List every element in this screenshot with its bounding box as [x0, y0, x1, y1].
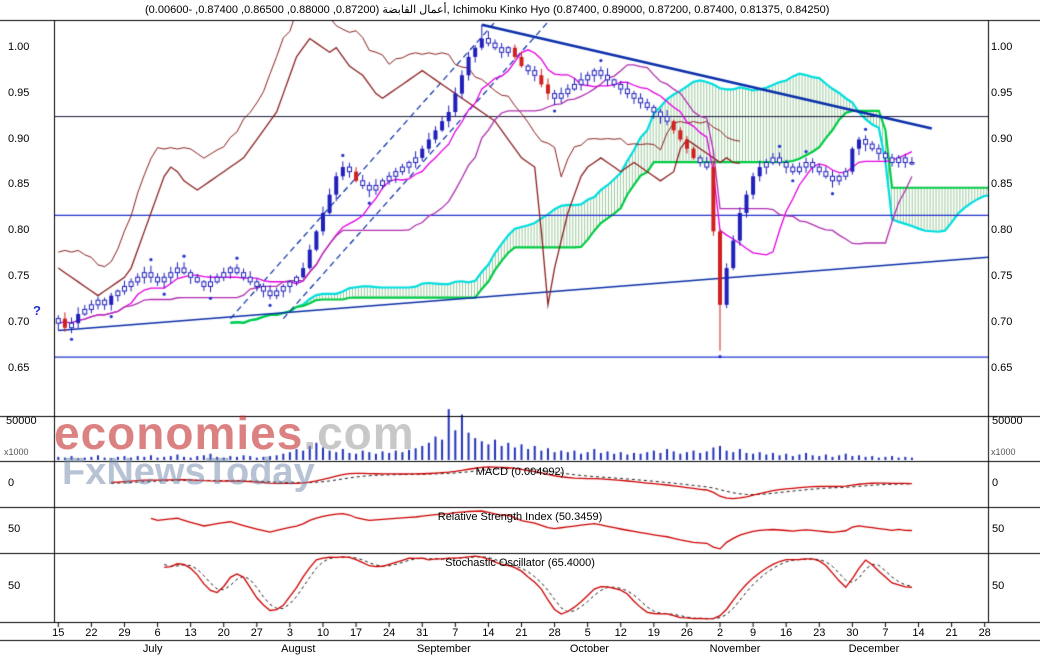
date-tick-label: 26: [680, 627, 694, 639]
date-tick-label: 12: [614, 627, 627, 639]
date-tick-label: 27: [250, 627, 263, 639]
date-tick-label: 5: [584, 627, 591, 639]
rsi-mid-left: 50: [8, 523, 21, 535]
date-tick-label: 21: [945, 627, 958, 639]
date-tick-label: 20: [217, 627, 230, 639]
date-tick-label: 23: [813, 627, 826, 639]
price-axis-label-right: 0.65: [991, 362, 1013, 375]
date-tick-label: 3: [286, 627, 293, 639]
date-tick-label: 7: [452, 627, 459, 639]
month-label: December: [848, 643, 900, 655]
date-tick-label: 19: [647, 627, 660, 639]
date-tick-label: 30: [846, 627, 859, 639]
date-tick-label: 7: [882, 627, 889, 639]
volume-scale-label-left: 50000: [6, 415, 37, 427]
macd-zero-left: 0: [8, 477, 15, 489]
date-tick-label: 24: [383, 627, 396, 639]
date-tick-label: 17: [349, 627, 363, 639]
date-tick-label: 15: [52, 627, 65, 639]
date-tick-label: 28: [978, 627, 991, 639]
price-axis-label-right: 0.95: [991, 86, 1013, 99]
macd-zero-right: 0: [992, 477, 999, 489]
price-axis-label-left: 0.70: [8, 316, 30, 329]
date-tick-label: 13: [184, 627, 197, 639]
date-tick-label: 16: [780, 627, 793, 639]
volume-multiplier-right: x1000: [991, 447, 1016, 457]
price-axis-label-right: 0.80: [991, 224, 1013, 237]
volume-scale-label-right: 50000: [992, 415, 1023, 427]
price-axis-label-right: 1.00: [991, 40, 1013, 53]
question-annotation: ?: [33, 303, 41, 318]
date-tick-label: 21: [515, 627, 528, 639]
price-axis-label-left: 0.65: [8, 362, 30, 375]
date-tick-label: 22: [85, 627, 98, 639]
price-axis-label-right: 0.75: [991, 270, 1013, 283]
macd-pane-label: MACD (0.004992): [475, 466, 565, 478]
date-tick-label: 2: [716, 627, 724, 639]
price-axis-label-right: 0.85: [991, 178, 1013, 191]
date-tick-label: 28: [548, 627, 561, 639]
volume-multiplier-left: x1000: [4, 447, 29, 457]
date-tick-label: 10: [316, 627, 330, 639]
stoch-mid-left: 50: [8, 580, 21, 592]
date-tick-label: 14: [912, 627, 925, 639]
month-label: August: [281, 643, 316, 655]
price-axis-label-left: 0.95: [8, 86, 30, 99]
price-axis-label-right: 0.70: [991, 316, 1013, 329]
price-axis-label-right: 0.90: [991, 132, 1013, 145]
price-axis-label-left: 0.75: [8, 270, 30, 283]
chart-title: أعمال القابضة (0.87200, 0.88000, 0.86500…: [145, 4, 830, 16]
date-tick-label: 14: [482, 627, 495, 639]
month-label: November: [709, 643, 761, 655]
month-label: July: [142, 643, 163, 655]
rsi-mid-right: 50: [992, 523, 1005, 535]
stoch-pane-label: Stochastic Oscillator (65.4000): [445, 557, 595, 569]
price-axis-label-left: 1.00: [8, 40, 30, 53]
date-tick-label: 6: [154, 627, 161, 639]
date-tick-label: 31: [416, 627, 429, 639]
price-axis-label-left: 0.80: [8, 224, 30, 237]
rsi-pane-label: Relative Strength Index (50.3459): [437, 511, 603, 523]
price-axis-label-left: 0.85: [8, 178, 30, 191]
date-tick-label: 29: [118, 627, 131, 639]
month-label: October: [569, 643, 609, 655]
date-tick-label: 9: [750, 627, 757, 639]
price-axis-label-left: 0.90: [8, 132, 30, 145]
month-label: September: [416, 643, 471, 655]
stoch-mid-right: 50: [992, 580, 1005, 592]
